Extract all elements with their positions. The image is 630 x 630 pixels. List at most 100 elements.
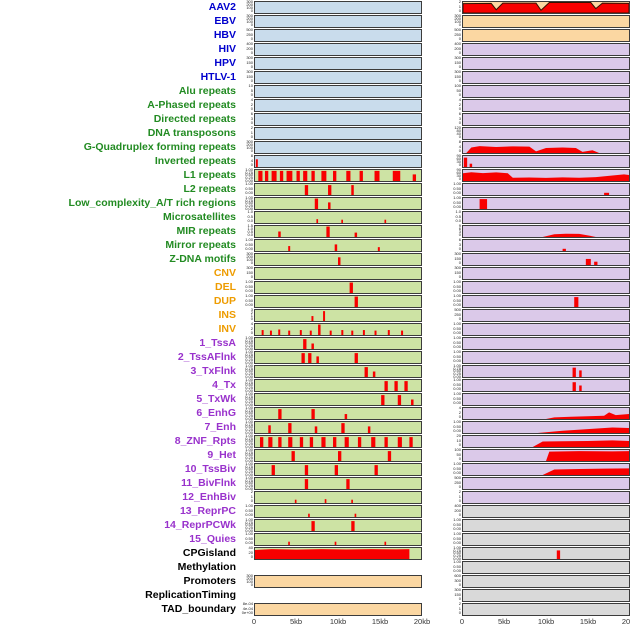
y-tick-label: 0.25 — [245, 483, 253, 489]
left-y-axis — [240, 588, 254, 602]
track-signal — [316, 218, 387, 223]
y-tick-label: 6 — [250, 112, 253, 116]
right-y-axis: 1.00 0.50 0.00 — [422, 532, 462, 546]
y-tick-label: 1.00 — [245, 392, 253, 396]
left-y-axis: 300 150 0 — [240, 70, 254, 84]
track-label: G-Quadruplex forming repeats — [83, 141, 236, 153]
y-tick-label: 0.00 — [453, 358, 461, 364]
y-tick-label: 0.75 — [245, 379, 253, 385]
y-tick-label: 0.50 — [245, 507, 253, 513]
right-track-plot — [462, 420, 630, 434]
track-signal — [255, 268, 421, 279]
left-track-plot — [254, 322, 422, 336]
y-tick-label: 250 — [246, 31, 253, 37]
right-track: 600 300 0 — [422, 574, 630, 588]
y-tick-label: 0.00 — [245, 457, 253, 462]
left-track-plot — [254, 476, 422, 490]
track-label: CNV — [213, 267, 236, 279]
track-row: 15_Quies 1.00 0.50 0.00 1.00 0.50 0.00 — [0, 532, 630, 546]
y-tick-label: 0.50 — [245, 452, 253, 458]
track-signal — [604, 192, 610, 195]
track-label: L1 repeats — [183, 169, 236, 181]
y-tick-label: 300 — [454, 14, 461, 18]
track-label: TAD_boundary — [161, 603, 236, 615]
y-tick-label: 0.00 — [453, 344, 461, 350]
y-tick-label: 150 — [454, 73, 461, 79]
right-track-plot — [462, 322, 630, 336]
y-tick-label: 250 — [454, 479, 461, 485]
left-y-axis: 1.00 0.75 0.50 0.25 0.00 — [240, 196, 254, 210]
track-signal — [278, 408, 348, 419]
y-tick-label: 0 — [458, 92, 461, 98]
left-y-axis: 1.5 1.0 0.5 0.0 — [240, 224, 254, 238]
y-tick-label: 0.50 — [453, 535, 461, 541]
y-tick-label: 0 — [458, 232, 461, 238]
y-tick-label: 1.00 — [245, 378, 253, 382]
track-label: 11_BivFlnk — [181, 477, 236, 489]
y-tick-label: 0.50 — [245, 241, 253, 247]
y-tick-label: 1.00 — [453, 350, 461, 354]
y-tick-label: 0.5 — [247, 213, 253, 219]
right-track: 1.00 0.50 0.00 — [422, 280, 630, 294]
y-tick-label: 0 — [458, 498, 461, 504]
left-track: 40 20 0 — [240, 546, 422, 560]
right-track: 1.00 0.50 0.00 — [422, 560, 630, 574]
right-y-axis: 1.00 0.50 0.00 — [422, 182, 462, 196]
y-tick-label: 0.50 — [245, 185, 253, 191]
y-tick-label: 0.50 — [453, 283, 461, 289]
track-signal — [258, 170, 417, 181]
track-signal — [255, 158, 258, 167]
x-tick-label: 10kb — [329, 617, 347, 626]
y-tick-label: 1.00 — [245, 196, 253, 200]
track-signal — [463, 520, 629, 531]
y-tick-label: 200 — [246, 576, 253, 582]
left-track: 1.00 0.75 0.50 0.25 0.00 — [240, 168, 422, 182]
y-tick-label: 2 — [458, 602, 461, 606]
track-signal — [556, 549, 561, 559]
x-tick-label: 0 — [459, 617, 465, 626]
x-axis-left: 0 5kb 10kb 15kb 20kb — [252, 616, 430, 630]
right-track-plot — [462, 84, 630, 98]
right-y-axis: 1.00 0.50 0.00 — [422, 378, 462, 392]
y-tick-label: 1.00 — [245, 406, 253, 410]
y-tick-label: 40 — [248, 546, 253, 550]
y-tick-label: 1.00 — [453, 336, 461, 340]
left-track-plot — [254, 210, 422, 224]
left-y-axis: 1.00 0.75 0.50 0.25 0.00 — [240, 476, 254, 490]
y-tick-label: 0.00 — [245, 302, 253, 308]
left-y-axis: 1.00 0.50 0.00 — [240, 182, 254, 196]
y-tick-label: 0.25 — [453, 371, 461, 377]
right-track: 1.00 0.50 0.00 — [422, 532, 630, 546]
y-tick-label: 0 — [250, 50, 253, 56]
y-tick-label: 0.50 — [245, 410, 253, 416]
y-tick-label: 0.75 — [245, 477, 253, 483]
y-tick-label: 0 — [458, 596, 461, 602]
right-track-plot — [462, 182, 630, 196]
track-signal — [463, 30, 629, 41]
y-tick-label: 0 — [458, 414, 461, 420]
right-track: 90 60 30 0 — [422, 154, 630, 168]
y-tick-label: 500 — [454, 308, 461, 312]
x-tick-label: 5kb — [497, 617, 511, 626]
y-tick-label: 400 — [246, 42, 253, 46]
y-tick-label: 2 — [458, 490, 461, 494]
y-tick-label: 1.00 — [453, 364, 461, 368]
right-track-plot — [462, 574, 630, 588]
y-tick-label: 0.75 — [245, 463, 253, 469]
right-track-plot — [462, 350, 630, 364]
track-row: 11_BivFlnk 1.00 0.75 0.50 0.25 0.00 500 250 0 — [0, 476, 630, 490]
left-y-axis: 1.00 0.75 0.50 0.25 0.00 — [240, 406, 254, 420]
y-tick-label: 200 — [246, 254, 253, 260]
y-tick-label: 100 — [246, 145, 253, 151]
track-label: HIV — [218, 43, 236, 55]
right-track-plot — [462, 140, 630, 154]
track-signal — [261, 324, 404, 335]
y-tick-label: 100 — [454, 448, 461, 452]
y-tick-label: 0.50 — [453, 185, 461, 191]
track-signal — [537, 427, 629, 433]
left-y-axis — [240, 560, 254, 574]
